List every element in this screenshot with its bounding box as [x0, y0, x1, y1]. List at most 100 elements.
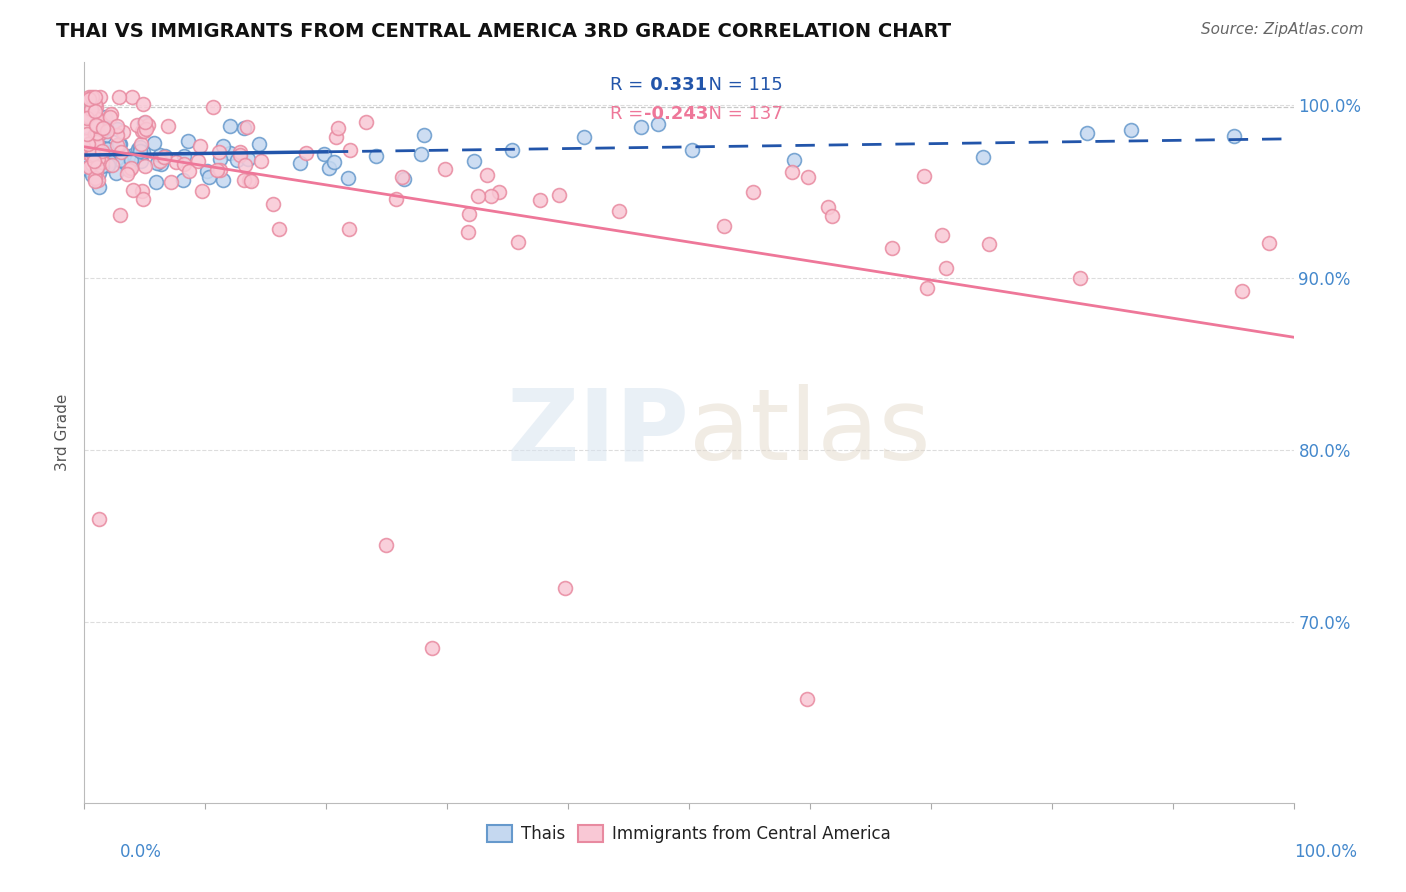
Point: [134, 159, 156, 173]
Point: [83, 97, 105, 112]
Point: [118, 162, 141, 177]
Point: [205, 163, 228, 178]
Point: [458, 207, 481, 221]
Point: [238, 173, 260, 187]
Text: R =: R =: [610, 76, 650, 94]
Point: [91, 154, 114, 169]
Point: [82, 159, 104, 173]
Point: [77, 132, 100, 146]
Point: [104, 166, 127, 180]
Point: [262, 196, 284, 211]
Point: [548, 188, 571, 202]
Point: [79, 133, 101, 147]
Text: ZIP: ZIP: [506, 384, 689, 481]
Point: [83, 171, 105, 186]
Point: [94, 110, 117, 124]
Point: [87, 127, 110, 141]
Point: [295, 146, 318, 161]
Point: [179, 164, 201, 178]
Point: [935, 261, 957, 276]
Point: [83, 90, 105, 104]
Point: [132, 116, 155, 130]
Point: [318, 161, 340, 175]
Point: [172, 173, 194, 187]
Point: [233, 173, 256, 187]
Point: [77, 160, 100, 174]
Point: [90, 125, 112, 139]
Point: [247, 137, 270, 152]
Point: [160, 175, 183, 189]
Point: [121, 90, 143, 104]
Point: [82, 146, 104, 161]
Point: [90, 144, 112, 158]
Point: [413, 128, 436, 142]
Point: [84, 138, 107, 153]
Point: [145, 175, 167, 189]
Point: [86, 112, 108, 126]
Point: [79, 102, 101, 116]
Point: [80, 156, 103, 170]
Text: -0.243: -0.243: [644, 104, 709, 122]
Point: [681, 144, 703, 158]
Point: [80, 168, 103, 182]
Point: [93, 121, 115, 136]
Point: [112, 148, 135, 162]
Point: [86, 144, 108, 158]
Point: [131, 184, 153, 198]
Point: [143, 136, 166, 150]
Point: [391, 170, 413, 185]
Point: [97, 145, 120, 160]
Point: [83, 104, 105, 119]
Point: [108, 136, 131, 151]
Point: [136, 118, 159, 132]
Point: [83, 110, 105, 124]
Point: [97, 158, 120, 172]
Text: R =: R =: [610, 104, 650, 122]
Text: 0.0%: 0.0%: [120, 843, 162, 861]
Text: 0.331: 0.331: [644, 76, 707, 94]
Point: [75, 132, 97, 146]
Point: [89, 512, 111, 526]
Point: [100, 106, 122, 120]
Y-axis label: 3rd Grade: 3rd Grade: [55, 394, 70, 471]
Point: [87, 153, 110, 167]
Point: [87, 147, 110, 161]
Point: [84, 127, 107, 141]
Point: [337, 222, 360, 236]
Point: [91, 141, 114, 155]
Point: [420, 640, 443, 655]
Point: [96, 121, 118, 136]
Point: [742, 185, 765, 199]
Point: [79, 136, 101, 151]
Point: [132, 145, 155, 160]
Point: [129, 137, 152, 152]
Point: [77, 110, 100, 124]
Point: [75, 148, 97, 162]
Point: [197, 169, 219, 184]
Point: [572, 130, 595, 145]
Point: [105, 121, 128, 136]
Point: [107, 138, 129, 153]
Point: [84, 165, 107, 179]
Point: [82, 144, 104, 158]
Point: [128, 144, 150, 158]
Point: [1223, 128, 1246, 143]
Point: [1076, 126, 1098, 140]
Point: [89, 150, 111, 164]
Text: 100.0%: 100.0%: [1294, 843, 1357, 861]
Point: [80, 140, 103, 154]
Point: [326, 121, 349, 136]
Point: [75, 139, 97, 153]
Point: [132, 192, 155, 206]
Point: [249, 154, 271, 169]
Point: [82, 153, 104, 167]
Point: [1119, 123, 1142, 137]
Point: [90, 149, 112, 163]
Point: [93, 147, 115, 161]
Point: [84, 160, 107, 174]
Point: [374, 537, 396, 551]
Point: [91, 159, 114, 173]
Point: [212, 139, 235, 153]
Point: [457, 225, 479, 239]
Point: [79, 160, 101, 174]
